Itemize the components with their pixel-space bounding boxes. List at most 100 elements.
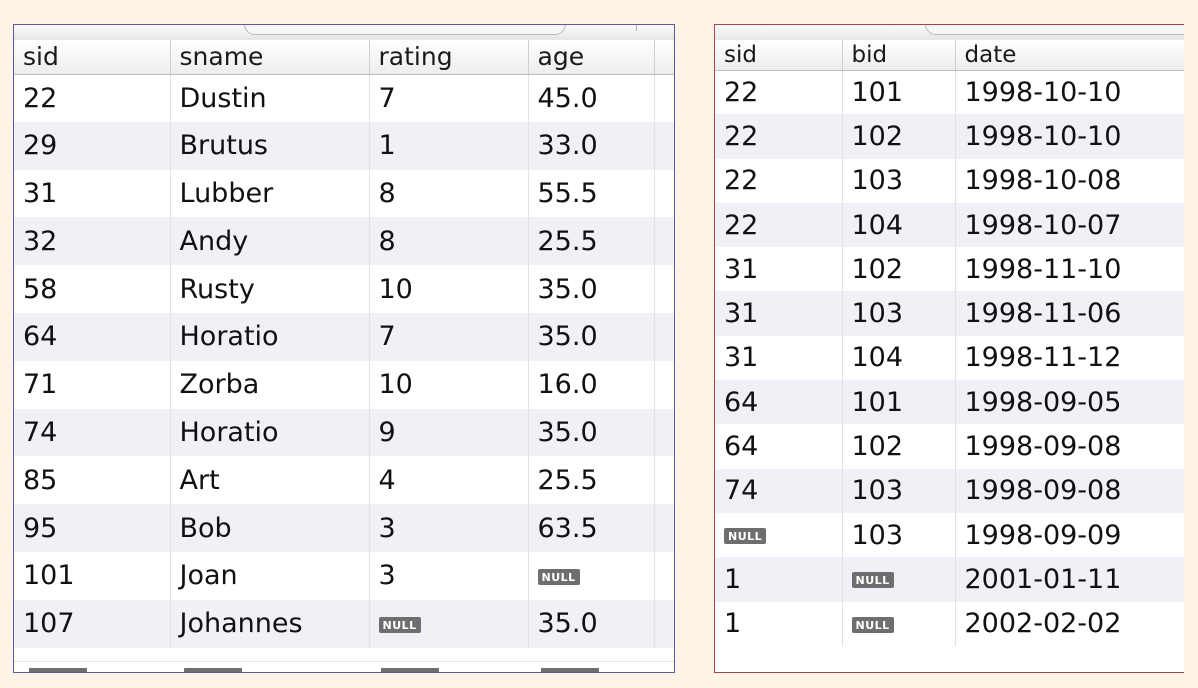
cell-sid[interactable]: 31 — [715, 291, 843, 336]
cell-sid[interactable]: 71 — [14, 360, 171, 409]
table-row[interactable]: 31 Lubber 8 55.5 — [14, 169, 674, 218]
cell-sid[interactable]: 22 — [715, 158, 843, 203]
table-row[interactable]: 101 Joan 3 NULL — [14, 551, 674, 600]
cell-sid[interactable]: 29 — [14, 121, 171, 170]
cell-rating[interactable]: 4 — [369, 456, 529, 505]
cell-rating[interactable]: 10 — [369, 265, 529, 313]
cell-sid[interactable]: 22 — [715, 70, 843, 115]
cell-sid[interactable]: 31 — [715, 247, 843, 292]
table-row[interactable]: 31 102 1998-11-10 — [715, 247, 1184, 292]
cell-rating[interactable]: 8 — [369, 217, 529, 266]
cell-sname[interactable]: Joan — [170, 551, 370, 600]
cell-rating[interactable]: 1 — [369, 121, 529, 170]
cell-sname[interactable]: Rusty — [170, 265, 370, 313]
cell-sname[interactable]: Horatio — [170, 408, 370, 457]
table-row[interactable]: 64 102 1998-09-08 — [715, 424, 1184, 469]
cell-sname[interactable]: Brutus — [170, 121, 370, 170]
cell-bid[interactable]: 103 — [842, 291, 956, 336]
table-row[interactable]: 107 Johannes NULL 35.0 — [14, 599, 674, 648]
cell-sid[interactable]: NULL — [715, 512, 843, 558]
cell-sid[interactable]: 31 — [14, 169, 171, 218]
cell-age[interactable]: 55.5 — [528, 169, 655, 218]
cell-sid[interactable]: 22 — [14, 74, 171, 122]
cell-sid[interactable]: 85 — [14, 456, 171, 505]
cell-rating[interactable]: 8 — [369, 169, 529, 218]
cell-sid[interactable]: 74 — [14, 408, 171, 457]
cell-date[interactable]: 2002-02-02 — [955, 601, 1184, 646]
table-row[interactable]: 31 104 1998-11-12 — [715, 335, 1184, 381]
cell-bid[interactable]: 102 — [842, 424, 956, 469]
cell-sid[interactable]: 64 — [715, 424, 843, 469]
table-row[interactable]: 71 Zorba 10 16.0 — [14, 360, 674, 409]
cell-sname[interactable]: Dustin — [170, 74, 370, 122]
cell-sid[interactable]: 22 — [715, 114, 843, 159]
cell-sname[interactable]: Bob — [170, 504, 370, 552]
table-row[interactable]: 74 Horatio 9 35.0 — [14, 408, 674, 457]
cell-date[interactable]: 1998-09-05 — [955, 380, 1184, 425]
table-row[interactable]: 22 101 1998-10-10 — [715, 70, 1184, 115]
cell-rating[interactable]: NULL — [369, 599, 529, 648]
cell-age[interactable]: 16.0 — [528, 360, 655, 409]
cell-sid[interactable]: 32 — [14, 217, 171, 266]
table-row[interactable]: 1 NULL 2002-02-02 — [715, 601, 1184, 646]
column-header-date[interactable]: date — [955, 40, 1184, 71]
column-header-sid[interactable]: sid — [14, 40, 171, 75]
table-row[interactable]: 22 102 1998-10-10 — [715, 114, 1184, 159]
cell-date[interactable]: 1998-09-08 — [955, 468, 1184, 513]
cell-bid[interactable]: 103 — [842, 468, 956, 513]
cell-bid[interactable]: 104 — [842, 335, 956, 381]
table-row[interactable]: 32 Andy 8 25.5 — [14, 217, 674, 266]
table-row[interactable]: 31 103 1998-11-06 — [715, 291, 1184, 336]
cell-sname[interactable]: Horatio — [170, 312, 370, 361]
cell-date[interactable]: 1998-11-06 — [955, 291, 1184, 336]
table-row[interactable]: 58 Rusty 10 35.0 — [14, 265, 674, 313]
cell-sname[interactable]: Art — [170, 456, 370, 505]
table-row[interactable]: 64 101 1998-09-05 — [715, 380, 1184, 425]
cell-age[interactable]: 25.5 — [528, 217, 655, 266]
cell-bid[interactable]: 101 — [842, 70, 956, 115]
cell-bid[interactable]: 101 — [842, 380, 956, 425]
table-row[interactable]: 95 Bob 3 63.5 — [14, 504, 674, 552]
cell-sid[interactable]: 58 — [14, 265, 171, 313]
table-row[interactable]: NULL 103 1998-09-09 — [715, 512, 1184, 558]
cell-date[interactable]: 1998-10-10 — [955, 70, 1184, 115]
column-header-age[interactable]: age — [528, 40, 655, 75]
cell-rating[interactable]: 3 — [369, 504, 529, 552]
cell-sid[interactable]: 101 — [14, 551, 171, 600]
cell-rating[interactable]: 10 — [369, 360, 529, 409]
cell-date[interactable]: 1998-10-10 — [955, 114, 1184, 159]
table-row[interactable]: 29 Brutus 1 33.0 — [14, 121, 674, 170]
cell-sname[interactable]: Lubber — [170, 169, 370, 218]
cell-date[interactable]: 1998-09-09 — [955, 512, 1184, 558]
cell-rating[interactable]: 7 — [369, 312, 529, 361]
cell-bid[interactable]: NULL — [842, 601, 956, 646]
cell-sname[interactable]: Andy — [170, 217, 370, 266]
cell-age[interactable]: NULL — [528, 551, 655, 600]
column-header-bid[interactable]: bid — [842, 40, 956, 71]
cell-rating[interactable]: 7 — [369, 74, 529, 122]
cell-sname[interactable]: Zorba — [170, 360, 370, 409]
cell-date[interactable]: 1998-11-10 — [955, 247, 1184, 292]
cell-sid[interactable]: 64 — [14, 312, 171, 361]
column-header-sid[interactable]: sid — [715, 40, 843, 71]
cell-bid[interactable]: 102 — [842, 114, 956, 159]
search-field[interactable] — [925, 25, 1184, 35]
table-row[interactable]: 22 104 1998-10-07 — [715, 202, 1184, 248]
cell-bid[interactable]: 104 — [842, 202, 956, 248]
cell-age[interactable]: 35.0 — [528, 265, 655, 313]
cell-rating[interactable]: 9 — [369, 408, 529, 457]
cell-sid[interactable]: 107 — [14, 599, 171, 648]
cell-bid[interactable]: 103 — [842, 158, 956, 203]
cell-bid[interactable]: 103 — [842, 512, 956, 558]
cell-sid[interactable]: 64 — [715, 380, 843, 425]
cell-date[interactable]: 1998-09-08 — [955, 424, 1184, 469]
table-row[interactable]: 85 Art 4 25.5 — [14, 456, 674, 505]
cell-sid[interactable]: 22 — [715, 202, 843, 248]
cell-date[interactable]: 1998-10-07 — [955, 202, 1184, 248]
table-row[interactable]: 22 103 1998-10-08 — [715, 158, 1184, 203]
cell-age[interactable]: 35.0 — [528, 599, 655, 648]
cell-date[interactable]: 1998-10-08 — [955, 158, 1184, 203]
table-row[interactable]: 1 NULL 2001-01-11 — [715, 557, 1184, 602]
cell-age[interactable]: 63.5 — [528, 504, 655, 552]
cell-sid[interactable]: 95 — [14, 504, 171, 552]
